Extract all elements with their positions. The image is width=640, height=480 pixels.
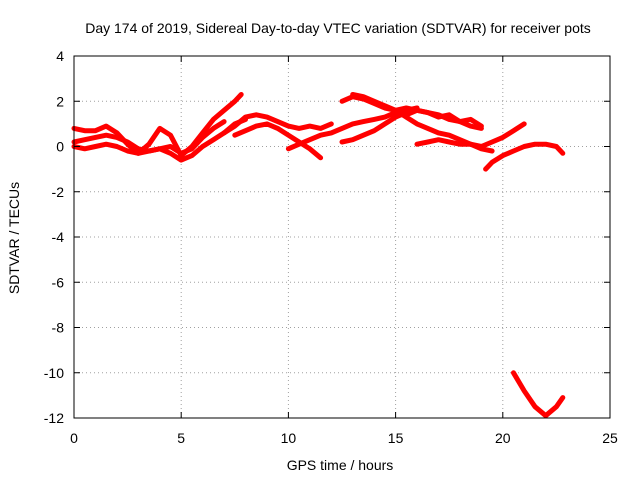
x-axis-label: GPS time / hours	[287, 457, 394, 473]
series-track-5	[232, 121, 324, 161]
y-tick-label: -4	[52, 229, 65, 245]
series-track-4	[221, 112, 334, 136]
series-track-10	[403, 107, 484, 129]
series-track-12	[483, 141, 566, 172]
y-tick-label: 2	[56, 93, 64, 109]
series-track-11	[414, 121, 527, 149]
x-tick-label: 5	[177, 430, 185, 446]
x-tick-label: 25	[602, 430, 618, 446]
x-tick-label: 0	[70, 430, 78, 446]
y-tick-label: -2	[52, 184, 65, 200]
y-tick-label: 4	[56, 48, 64, 64]
y-tick-label: -8	[52, 320, 65, 336]
y-tick-label: 0	[56, 139, 64, 155]
series-track-13	[511, 370, 566, 419]
y-axis-label: SDTVAR / TECUs	[6, 182, 22, 294]
x-tick-label: 10	[281, 430, 297, 446]
chart-title: Day 174 of 2019, Sidereal Day-to-day VTE…	[85, 20, 591, 36]
y-tick-label: -10	[44, 365, 64, 381]
x-tick-label: 15	[388, 430, 404, 446]
data-series-group	[71, 92, 566, 419]
series-track-1	[71, 92, 244, 159]
x-tick-label: 20	[495, 430, 511, 446]
series-track-3	[71, 116, 248, 163]
y-tick-label: -6	[52, 274, 65, 290]
grid-lines	[74, 56, 610, 418]
y-tick-label: -12	[44, 410, 64, 426]
